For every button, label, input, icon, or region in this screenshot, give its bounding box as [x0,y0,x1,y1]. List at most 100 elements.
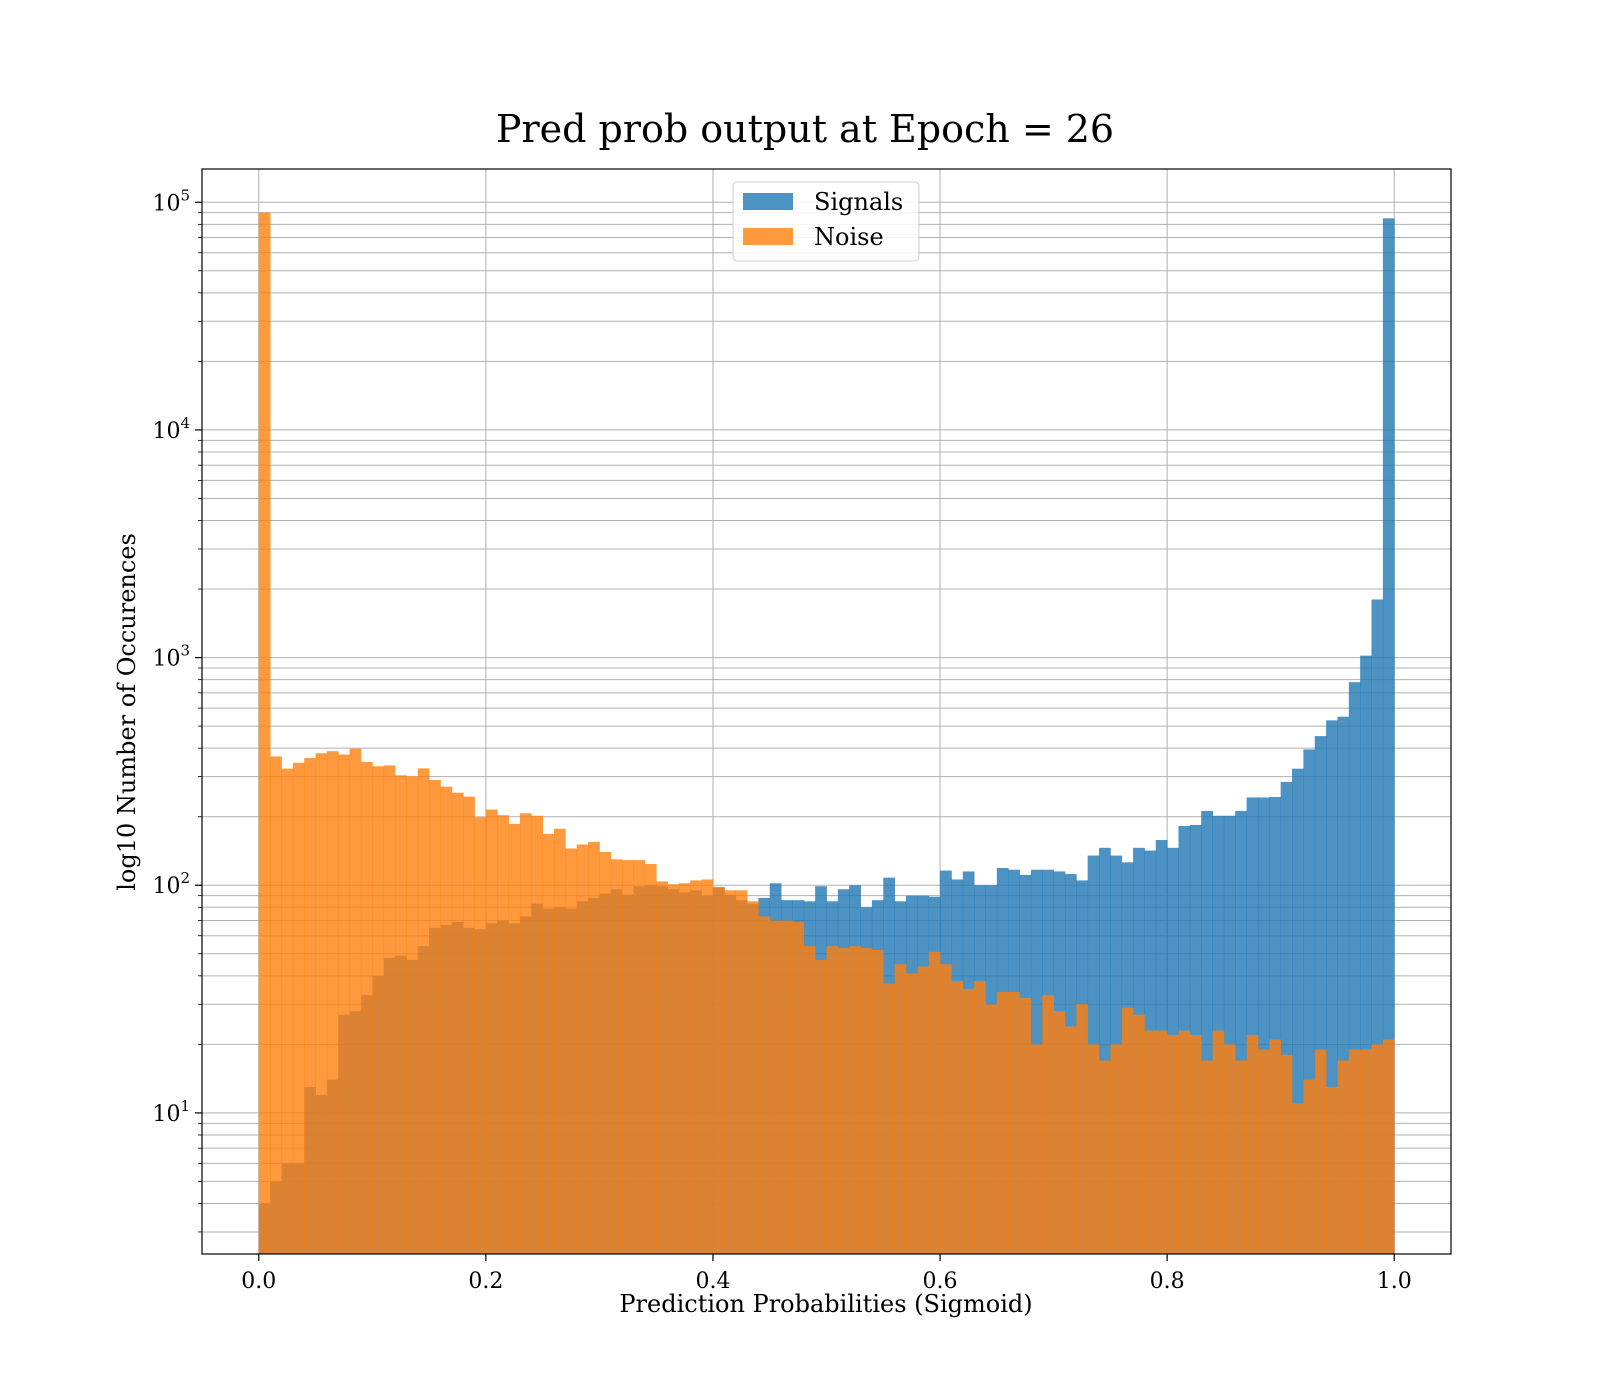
bar-noise [928,951,941,1254]
bar-noise [553,828,566,1254]
bar-signals [1382,218,1395,1255]
x-axis-ticks: 0.0 0.2 0.4 0.6 0.8 1.0 [241,1254,1412,1294]
bar-noise [485,809,498,1254]
bar-signals [1371,599,1384,1254]
bar-noise [360,761,373,1254]
bar-noise [792,921,805,1254]
bar-noise [576,844,589,1254]
bar-noise [644,863,657,1254]
x-tick-label: 0.0 [241,1269,276,1294]
bar-noise [531,815,544,1254]
x-tick-label: 0.2 [468,1269,503,1294]
bar-signals [1257,797,1270,1254]
bar-noise [1076,1004,1089,1254]
bar-signals [1326,720,1338,1254]
bar-signals [1360,655,1372,1254]
bar-noise [996,991,1009,1254]
bar-noise [1348,1049,1361,1254]
bar-noise [1223,1044,1236,1254]
y-tick-label: 103 [152,642,190,672]
bar-noise [1189,1034,1202,1254]
y-tick-label: 105 [152,186,190,216]
bar-noise [871,949,884,1254]
bar-noise [383,765,396,1254]
bar-noise [1121,1007,1134,1254]
bar-noise [542,833,555,1254]
bar-noise [610,859,623,1254]
y-axis-ticks: 101 102 103 104 105 [152,186,202,1233]
y-tick-label: 102 [152,869,190,899]
bar-noise [372,766,385,1254]
legend: Signals Noise [732,181,920,262]
bar-noise [985,1004,998,1254]
bar-signals [1337,716,1350,1254]
bar-noise [940,964,952,1254]
bar-noise [656,881,668,1254]
bar-signals [1280,782,1293,1254]
bar-noise [315,753,328,1254]
bar-noise [1257,1049,1270,1254]
bar-noise [883,983,896,1254]
bar-noise [1042,994,1054,1254]
chart-title: Pred prob output at Epoch = 26 [496,107,1114,151]
bar-noise [815,959,827,1254]
bar-noise [1167,1034,1179,1254]
bar-noise [781,920,793,1254]
bar-noise [440,786,453,1254]
bar-noise [270,756,282,1254]
bar-noise [1269,1039,1282,1254]
bar-noise [1064,1026,1077,1254]
x-tick-label: 1.0 [1377,1269,1412,1294]
bar-noise [769,920,782,1254]
bar-noise [1326,1086,1338,1254]
bar-noise [894,964,907,1254]
legend-swatch-noise [743,228,793,245]
bar-noise [1212,1030,1225,1254]
bar-noise [826,946,839,1254]
bar-noise [1303,1079,1316,1254]
bar-noise [281,768,294,1254]
bar-noise [860,948,873,1254]
bar-noise [1144,1030,1157,1254]
bar-noise [599,851,612,1254]
bar-noise [1246,1034,1259,1254]
bar-noise [1178,1030,1191,1254]
bar-signals [1292,768,1304,1254]
bar-noise [1133,1014,1145,1254]
bar-signals [1314,736,1327,1254]
bar-noise [837,948,850,1254]
bar-signals [1246,797,1259,1254]
bar-noise [588,841,600,1254]
bar-noise [951,980,964,1254]
bar-noise [565,848,578,1254]
bar-noise [395,775,407,1254]
bar-noise [701,879,714,1254]
bar-noise [417,768,430,1254]
bar-signals [1269,797,1282,1254]
noise-bars [258,212,1395,1254]
bar-noise [326,751,339,1254]
bar-noise [1360,1049,1372,1254]
bar-noise [1337,1060,1350,1254]
bar-noise [349,748,362,1254]
bar-noise [451,792,464,1254]
bar-noise [508,823,521,1254]
bar-noise [1053,1011,1066,1254]
bar-noise [292,762,305,1254]
bar-noise [1314,1049,1327,1254]
bar-noise [1019,997,1032,1254]
bar-noise [747,901,759,1254]
bar-noise [758,916,771,1254]
x-tick-label: 0.8 [1150,1269,1185,1294]
x-axis-label: Prediction Probabilities (Sigmoid) [619,1290,1032,1318]
y-tick-label: 104 [152,414,190,444]
legend-label-signals: Signals [814,188,903,216]
bar-noise [1110,1044,1123,1254]
bar-noise [803,946,816,1254]
bar-noise [258,212,271,1254]
bar-noise [917,966,930,1254]
bar-noise [724,890,737,1254]
bar-noise [406,776,419,1254]
bar-noise [678,883,691,1254]
